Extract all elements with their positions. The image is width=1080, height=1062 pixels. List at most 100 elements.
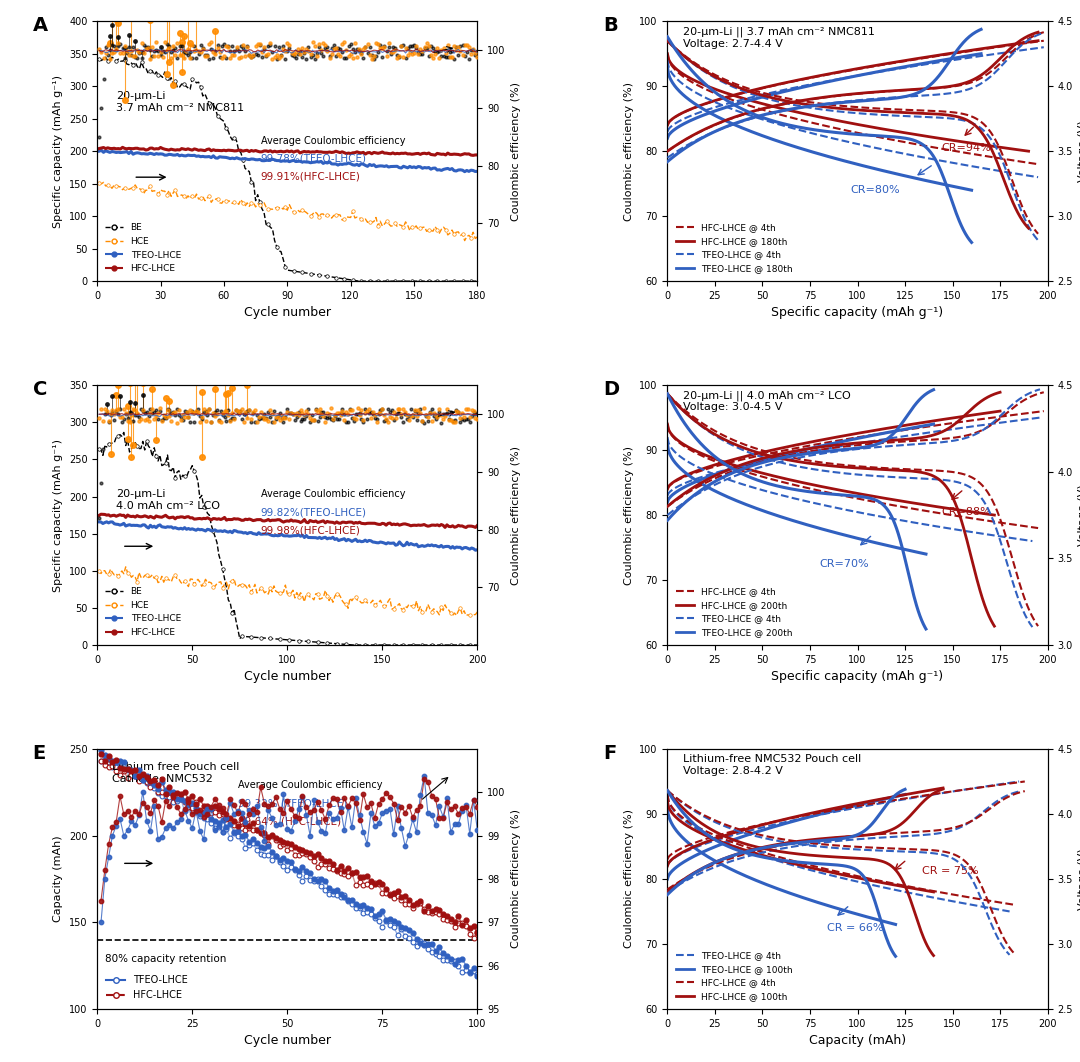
Point: [154, 49, 172, 66]
Point: [104, 753, 121, 770]
Point: [446, 414, 463, 431]
Point: [233, 820, 251, 837]
Point: [226, 47, 243, 64]
Point: [123, 761, 140, 778]
Point: [405, 36, 422, 53]
Point: [454, 36, 471, 53]
Point: [271, 852, 288, 869]
Point: [324, 883, 341, 900]
Point: [176, 784, 193, 801]
Point: [231, 404, 248, 421]
Point: [168, 799, 186, 816]
Point: [368, 413, 386, 430]
Point: [435, 48, 453, 65]
Point: [321, 50, 338, 67]
Point: [255, 38, 272, 55]
Point: [389, 811, 406, 828]
Point: [131, 409, 148, 426]
Point: [159, 401, 176, 418]
Point: [294, 844, 311, 861]
Point: [298, 862, 315, 879]
Point: [208, 401, 226, 418]
Point: [192, 44, 210, 61]
Point: [184, 50, 201, 67]
Point: [437, 45, 455, 62]
Point: [218, 806, 235, 823]
Point: [106, 412, 123, 429]
Point: [190, 46, 207, 63]
Point: [161, 401, 178, 418]
Point: [161, 784, 178, 801]
Y-axis label: Voltage (V): Voltage (V): [1078, 484, 1080, 546]
Point: [211, 819, 228, 836]
X-axis label: Specific capacity (mAh g⁻¹): Specific capacity (mAh g⁻¹): [771, 670, 944, 683]
Point: [237, 406, 254, 423]
Point: [168, 792, 186, 809]
Point: [188, 804, 205, 821]
Point: [301, 827, 319, 844]
Point: [378, 785, 395, 802]
Point: [188, 802, 205, 819]
Point: [93, 741, 110, 758]
Point: [252, 845, 269, 862]
Point: [237, 816, 254, 833]
Point: [113, 45, 131, 62]
Point: [195, 809, 213, 826]
Point: [378, 47, 395, 64]
Legend: TFEO-LHCE, HFC-LHCE: TFEO-LHCE, HFC-LHCE: [103, 972, 192, 1004]
Point: [301, 804, 319, 821]
Point: [445, 37, 462, 54]
Point: [132, 411, 149, 428]
Point: [461, 805, 478, 822]
Point: [345, 40, 362, 57]
Point: [401, 891, 418, 908]
Point: [339, 799, 356, 816]
Point: [438, 400, 456, 417]
Point: [433, 48, 450, 65]
Point: [298, 868, 315, 885]
Point: [311, 408, 328, 425]
Point: [226, 410, 243, 427]
Point: [321, 48, 338, 65]
Point: [119, 822, 136, 839]
Point: [264, 413, 281, 430]
Point: [149, 410, 166, 427]
Point: [271, 800, 288, 817]
Point: [279, 852, 296, 869]
Point: [126, 761, 144, 778]
Point: [249, 47, 267, 64]
Point: [116, 763, 133, 780]
Point: [382, 44, 400, 61]
Point: [378, 42, 395, 59]
Point: [138, 768, 156, 785]
Point: [332, 857, 349, 874]
Point: [254, 49, 271, 66]
Point: [309, 412, 326, 429]
Point: [469, 924, 486, 941]
Point: [244, 821, 261, 838]
Point: [347, 900, 364, 917]
Text: 99.82%(TFEO-LHCE): 99.82%(TFEO-LHCE): [260, 508, 367, 517]
Y-axis label: Coulombic efficiency (%): Coulombic efficiency (%): [511, 809, 521, 948]
Point: [179, 409, 197, 426]
Point: [461, 409, 478, 426]
Point: [378, 880, 395, 897]
Point: [131, 767, 148, 784]
Point: [171, 407, 188, 424]
Point: [149, 405, 166, 422]
Point: [201, 35, 218, 52]
Point: [108, 813, 125, 830]
Point: [259, 412, 276, 429]
Point: [184, 794, 201, 811]
Point: [168, 790, 186, 807]
Point: [399, 407, 416, 424]
Point: [404, 809, 421, 826]
Point: [401, 826, 418, 843]
Point: [286, 846, 303, 863]
Point: [381, 404, 399, 421]
Point: [454, 964, 471, 981]
Point: [195, 400, 213, 417]
Point: [289, 46, 307, 63]
Point: [313, 822, 330, 839]
Point: [449, 952, 467, 969]
